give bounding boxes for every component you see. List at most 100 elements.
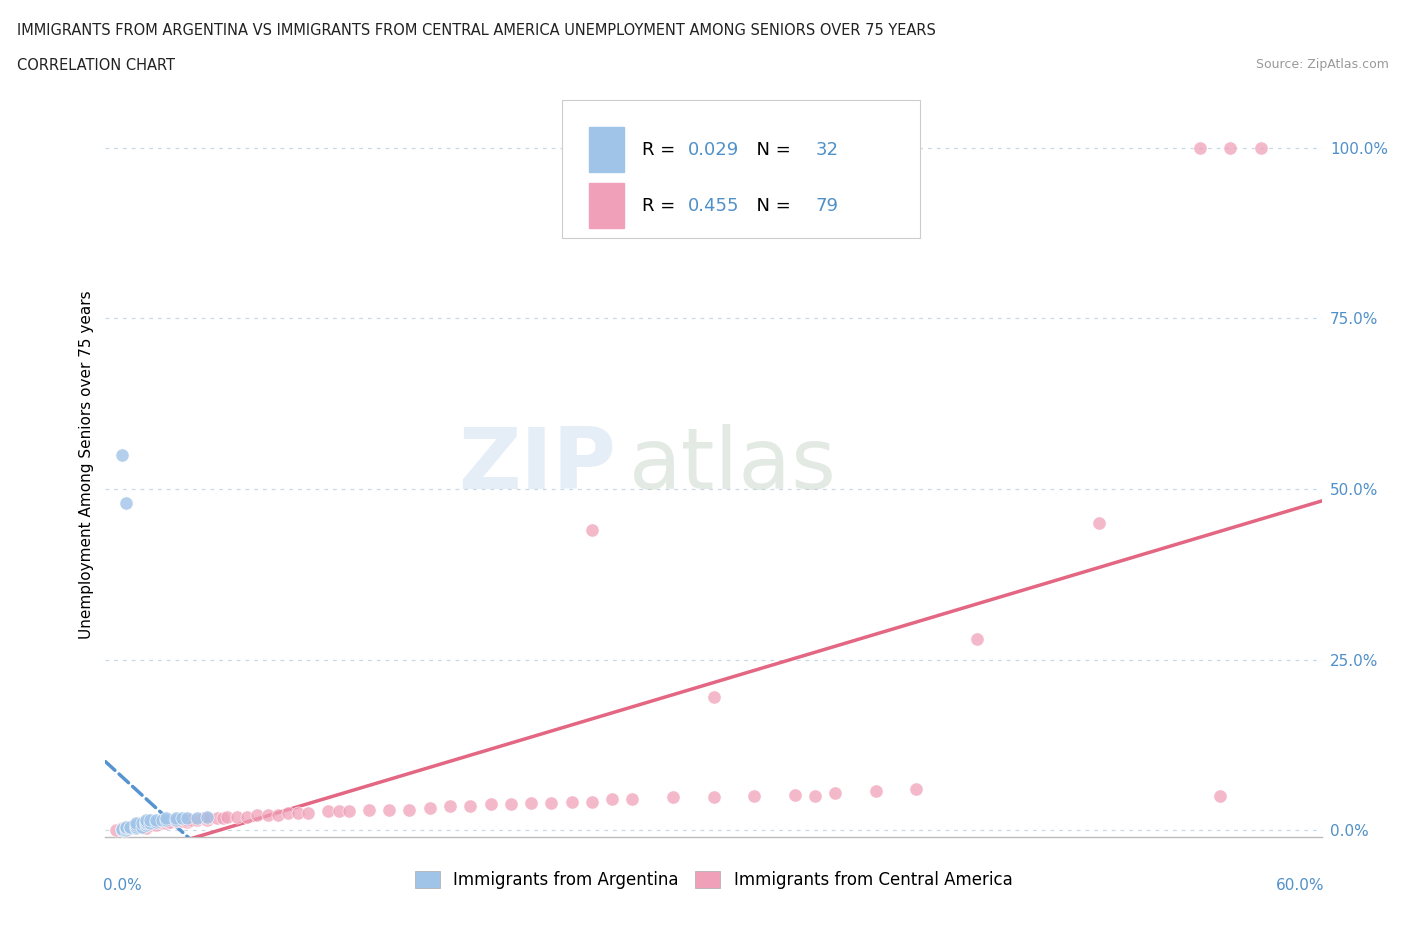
- Point: [226, 809, 249, 824]
- Point: [135, 815, 157, 830]
- Point: [135, 817, 157, 832]
- Point: [581, 523, 603, 538]
- Point: [111, 820, 134, 835]
- Point: [172, 810, 194, 825]
- Point: [104, 823, 127, 838]
- Point: [155, 816, 177, 830]
- Text: N =: N =: [745, 197, 797, 215]
- Point: [702, 690, 725, 705]
- Point: [337, 804, 360, 818]
- Point: [155, 813, 177, 828]
- Point: [114, 819, 136, 834]
- Point: [702, 790, 725, 804]
- Point: [118, 819, 141, 834]
- Point: [125, 820, 148, 835]
- Point: [172, 814, 194, 829]
- Point: [256, 808, 278, 823]
- Legend: Immigrants from Argentina, Immigrants from Central America: Immigrants from Argentina, Immigrants fr…: [408, 864, 1019, 896]
- Point: [267, 808, 290, 823]
- Point: [398, 803, 420, 817]
- Point: [205, 810, 228, 825]
- Text: R =: R =: [641, 140, 681, 159]
- Point: [145, 815, 167, 830]
- Point: [186, 810, 208, 825]
- Point: [114, 820, 136, 835]
- Point: [217, 809, 239, 824]
- Point: [1189, 140, 1212, 155]
- Point: [159, 815, 181, 830]
- Point: [118, 819, 141, 834]
- Text: CORRELATION CHART: CORRELATION CHART: [17, 58, 174, 73]
- Bar: [589, 127, 623, 172]
- Point: [540, 795, 562, 810]
- Point: [125, 816, 148, 830]
- Point: [114, 823, 136, 838]
- Point: [195, 810, 218, 825]
- Point: [150, 813, 173, 828]
- Point: [165, 813, 187, 828]
- Point: [125, 817, 148, 832]
- Point: [621, 792, 644, 807]
- Point: [439, 799, 461, 814]
- Bar: [589, 183, 623, 228]
- Point: [165, 813, 187, 828]
- Text: 0.455: 0.455: [688, 197, 740, 215]
- Point: [131, 819, 153, 834]
- Point: [150, 815, 173, 830]
- Point: [561, 794, 583, 809]
- Point: [145, 817, 167, 832]
- Point: [176, 813, 198, 828]
- Point: [195, 813, 218, 828]
- Point: [139, 816, 162, 830]
- Text: 32: 32: [815, 140, 839, 159]
- Point: [1087, 515, 1109, 530]
- Text: ZIP: ZIP: [458, 423, 616, 507]
- Point: [135, 816, 157, 830]
- Point: [111, 821, 134, 836]
- Point: [186, 813, 208, 828]
- Point: [180, 813, 202, 828]
- Point: [135, 816, 157, 830]
- Point: [236, 809, 259, 824]
- Point: [662, 790, 685, 804]
- Point: [114, 823, 136, 838]
- Point: [520, 795, 543, 810]
- Point: [139, 813, 162, 828]
- Point: [419, 801, 441, 816]
- Point: [165, 814, 187, 829]
- Point: [287, 805, 309, 820]
- Point: [1219, 140, 1241, 155]
- Point: [865, 783, 887, 798]
- Text: Source: ZipAtlas.com: Source: ZipAtlas.com: [1256, 58, 1389, 71]
- Point: [318, 804, 340, 818]
- Text: 0.029: 0.029: [688, 140, 740, 159]
- Point: [195, 809, 218, 824]
- Point: [118, 820, 141, 835]
- Point: [114, 495, 136, 510]
- Point: [277, 805, 299, 820]
- Point: [111, 823, 134, 838]
- Point: [150, 816, 173, 830]
- Point: [125, 817, 148, 832]
- Text: N =: N =: [745, 140, 797, 159]
- Text: atlas: atlas: [628, 423, 837, 507]
- Point: [135, 820, 157, 835]
- Point: [139, 816, 162, 830]
- Point: [581, 794, 603, 809]
- Point: [378, 803, 401, 817]
- Point: [176, 815, 198, 830]
- Point: [125, 819, 148, 834]
- Point: [114, 820, 136, 835]
- Point: [125, 819, 148, 834]
- Point: [600, 792, 623, 807]
- Point: [742, 789, 765, 804]
- Point: [131, 816, 153, 830]
- Point: [176, 810, 198, 825]
- Point: [212, 810, 235, 825]
- Text: 60.0%: 60.0%: [1275, 878, 1324, 893]
- Point: [905, 782, 928, 797]
- Point: [824, 785, 846, 800]
- Point: [111, 447, 134, 462]
- Point: [191, 810, 214, 825]
- Point: [114, 819, 136, 834]
